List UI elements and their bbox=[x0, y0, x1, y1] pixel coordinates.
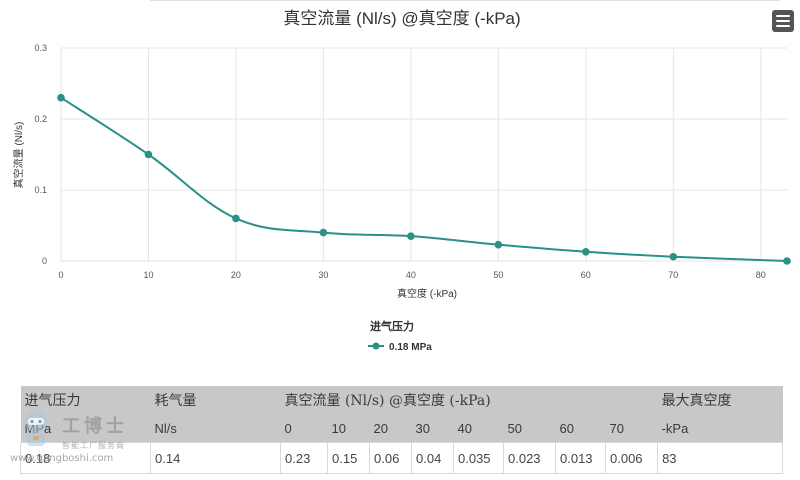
hamburger-menu-icon-bar-3 bbox=[776, 25, 790, 27]
x-tick-label: 60 bbox=[581, 270, 591, 280]
table-row: 0.18 0.14 0.23 0.15 0.06 0.04 0.035 0.02… bbox=[20, 442, 784, 474]
header-kpa-70: 70 bbox=[609, 420, 624, 436]
x-tick-label: 10 bbox=[143, 270, 153, 280]
cell-flow-30: 0.04 bbox=[411, 442, 454, 474]
y-tick-label: 0.2 bbox=[34, 114, 47, 124]
cell-flow-0: 0.23 bbox=[280, 442, 328, 474]
legend-label: 0.18 MPa bbox=[389, 342, 432, 353]
table-header-row-2: MPa Nl/s 0 10 20 30 40 50 60 70 -kPa bbox=[20, 414, 783, 443]
cell-flow-50: 0.023 bbox=[503, 442, 556, 474]
data-point[interactable] bbox=[144, 150, 153, 159]
cell-flow-70: 0.006 bbox=[604, 442, 659, 474]
y-axis-ticks: 0 0.1 0.2 0.3 bbox=[34, 43, 47, 266]
x-tick-label: 80 bbox=[756, 270, 766, 280]
header-inlet-pressure: 进气压力 bbox=[24, 393, 81, 409]
grid-layer bbox=[60, 47, 787, 262]
cell-flow-60: 0.013 bbox=[555, 442, 606, 474]
x-tick-label: 50 bbox=[493, 270, 503, 280]
header-vacuum-flow: 真空流量 (Nl/s) @真空度 (-kPa) bbox=[284, 393, 491, 409]
chart-area: 真空流量 (Nl/s) @真空度 (-kPa) 0 10 20 30 40 50 60 70 8… bbox=[12, 0, 794, 353]
data-point[interactable] bbox=[407, 232, 415, 240]
hamburger-menu-icon-bar-2 bbox=[776, 20, 790, 22]
y-axis-label: 真空流量 (Nl/s) bbox=[12, 122, 25, 189]
header-kpa-30: 30 bbox=[415, 420, 430, 436]
hamburger-menu-icon bbox=[776, 15, 790, 17]
data-point[interactable] bbox=[319, 228, 328, 237]
legend-item-series-1[interactable]: 0.18 MPa bbox=[368, 342, 432, 353]
top-divider bbox=[150, 0, 780, 1]
cell-flow-20: 0.06 bbox=[369, 442, 412, 474]
chart-svg: 真空流量 (Nl/s) @真空度 (-kPa) 0 10 20 30 40 50 60 70 8… bbox=[12, 9, 791, 353]
header-kpa-20: 20 bbox=[373, 420, 388, 436]
data-point[interactable] bbox=[669, 252, 678, 261]
y-tick-label: 0.3 bbox=[34, 43, 47, 53]
cell-flow-10: 0.15 bbox=[327, 442, 370, 474]
x-axis-label: 真空度 (-kPa) bbox=[397, 287, 457, 300]
chart-menu-button[interactable] bbox=[772, 10, 794, 32]
data-point[interactable] bbox=[232, 214, 240, 223]
cell-max-vacuum: 83 bbox=[657, 442, 784, 474]
cell-inlet-pressure: 0.18 bbox=[20, 442, 151, 474]
data-point[interactable] bbox=[582, 247, 590, 256]
x-tick-label: 40 bbox=[406, 270, 416, 280]
header-air-consumption: 耗气量 bbox=[154, 393, 197, 409]
spec-table: 进气压力 耗气量 真空流量 (Nl/s) @真空度 (-kPa) 最大真空度 M… bbox=[20, 386, 784, 474]
header-unit-nls: Nl/s bbox=[154, 420, 177, 436]
header-kpa-10: 10 bbox=[331, 420, 346, 436]
spec-table-wrapper: 进气压力 耗气量 真空流量 (Nl/s) @真空度 (-kPa) 最大真空度 M… bbox=[20, 386, 784, 474]
header-kpa-50: 50 bbox=[507, 420, 522, 436]
header-unit-mpa: MPa bbox=[24, 420, 52, 436]
legend-title: 进气压力 bbox=[370, 319, 414, 333]
chart-title: 真空流量 (Nl/s) @真空度 (-kPa) bbox=[283, 9, 520, 28]
x-tick-label: 70 bbox=[668, 270, 678, 280]
x-axis-ticks: 0 10 20 30 40 50 60 70 80 bbox=[58, 270, 765, 280]
table-header-row-1: 进气压力 耗气量 真空流量 (Nl/s) @真空度 (-kPa) 最大真空度 bbox=[20, 386, 783, 414]
data-point[interactable] bbox=[783, 257, 791, 265]
data-point[interactable] bbox=[57, 93, 65, 102]
x-tick-label: 30 bbox=[318, 270, 328, 280]
y-tick-label: 0.1 bbox=[34, 185, 47, 195]
header-kpa-60: 60 bbox=[559, 420, 574, 436]
header-unit-kpa: -kPa bbox=[661, 420, 689, 436]
series-line bbox=[60, 96, 788, 262]
header-kpa-0: 0 bbox=[284, 420, 292, 436]
y-tick-label: 0 bbox=[42, 256, 47, 266]
cell-air-consumption: 0.14 bbox=[150, 442, 281, 474]
series-layer bbox=[57, 93, 791, 265]
header-kpa-40: 40 bbox=[457, 420, 472, 436]
x-tick-label: 20 bbox=[231, 270, 241, 280]
legend-marker bbox=[372, 342, 380, 350]
header-max-vacuum: 最大真空度 bbox=[661, 393, 732, 409]
data-point[interactable] bbox=[494, 240, 503, 249]
cell-flow-40: 0.035 bbox=[453, 442, 504, 474]
x-tick-label: 0 bbox=[58, 270, 63, 280]
